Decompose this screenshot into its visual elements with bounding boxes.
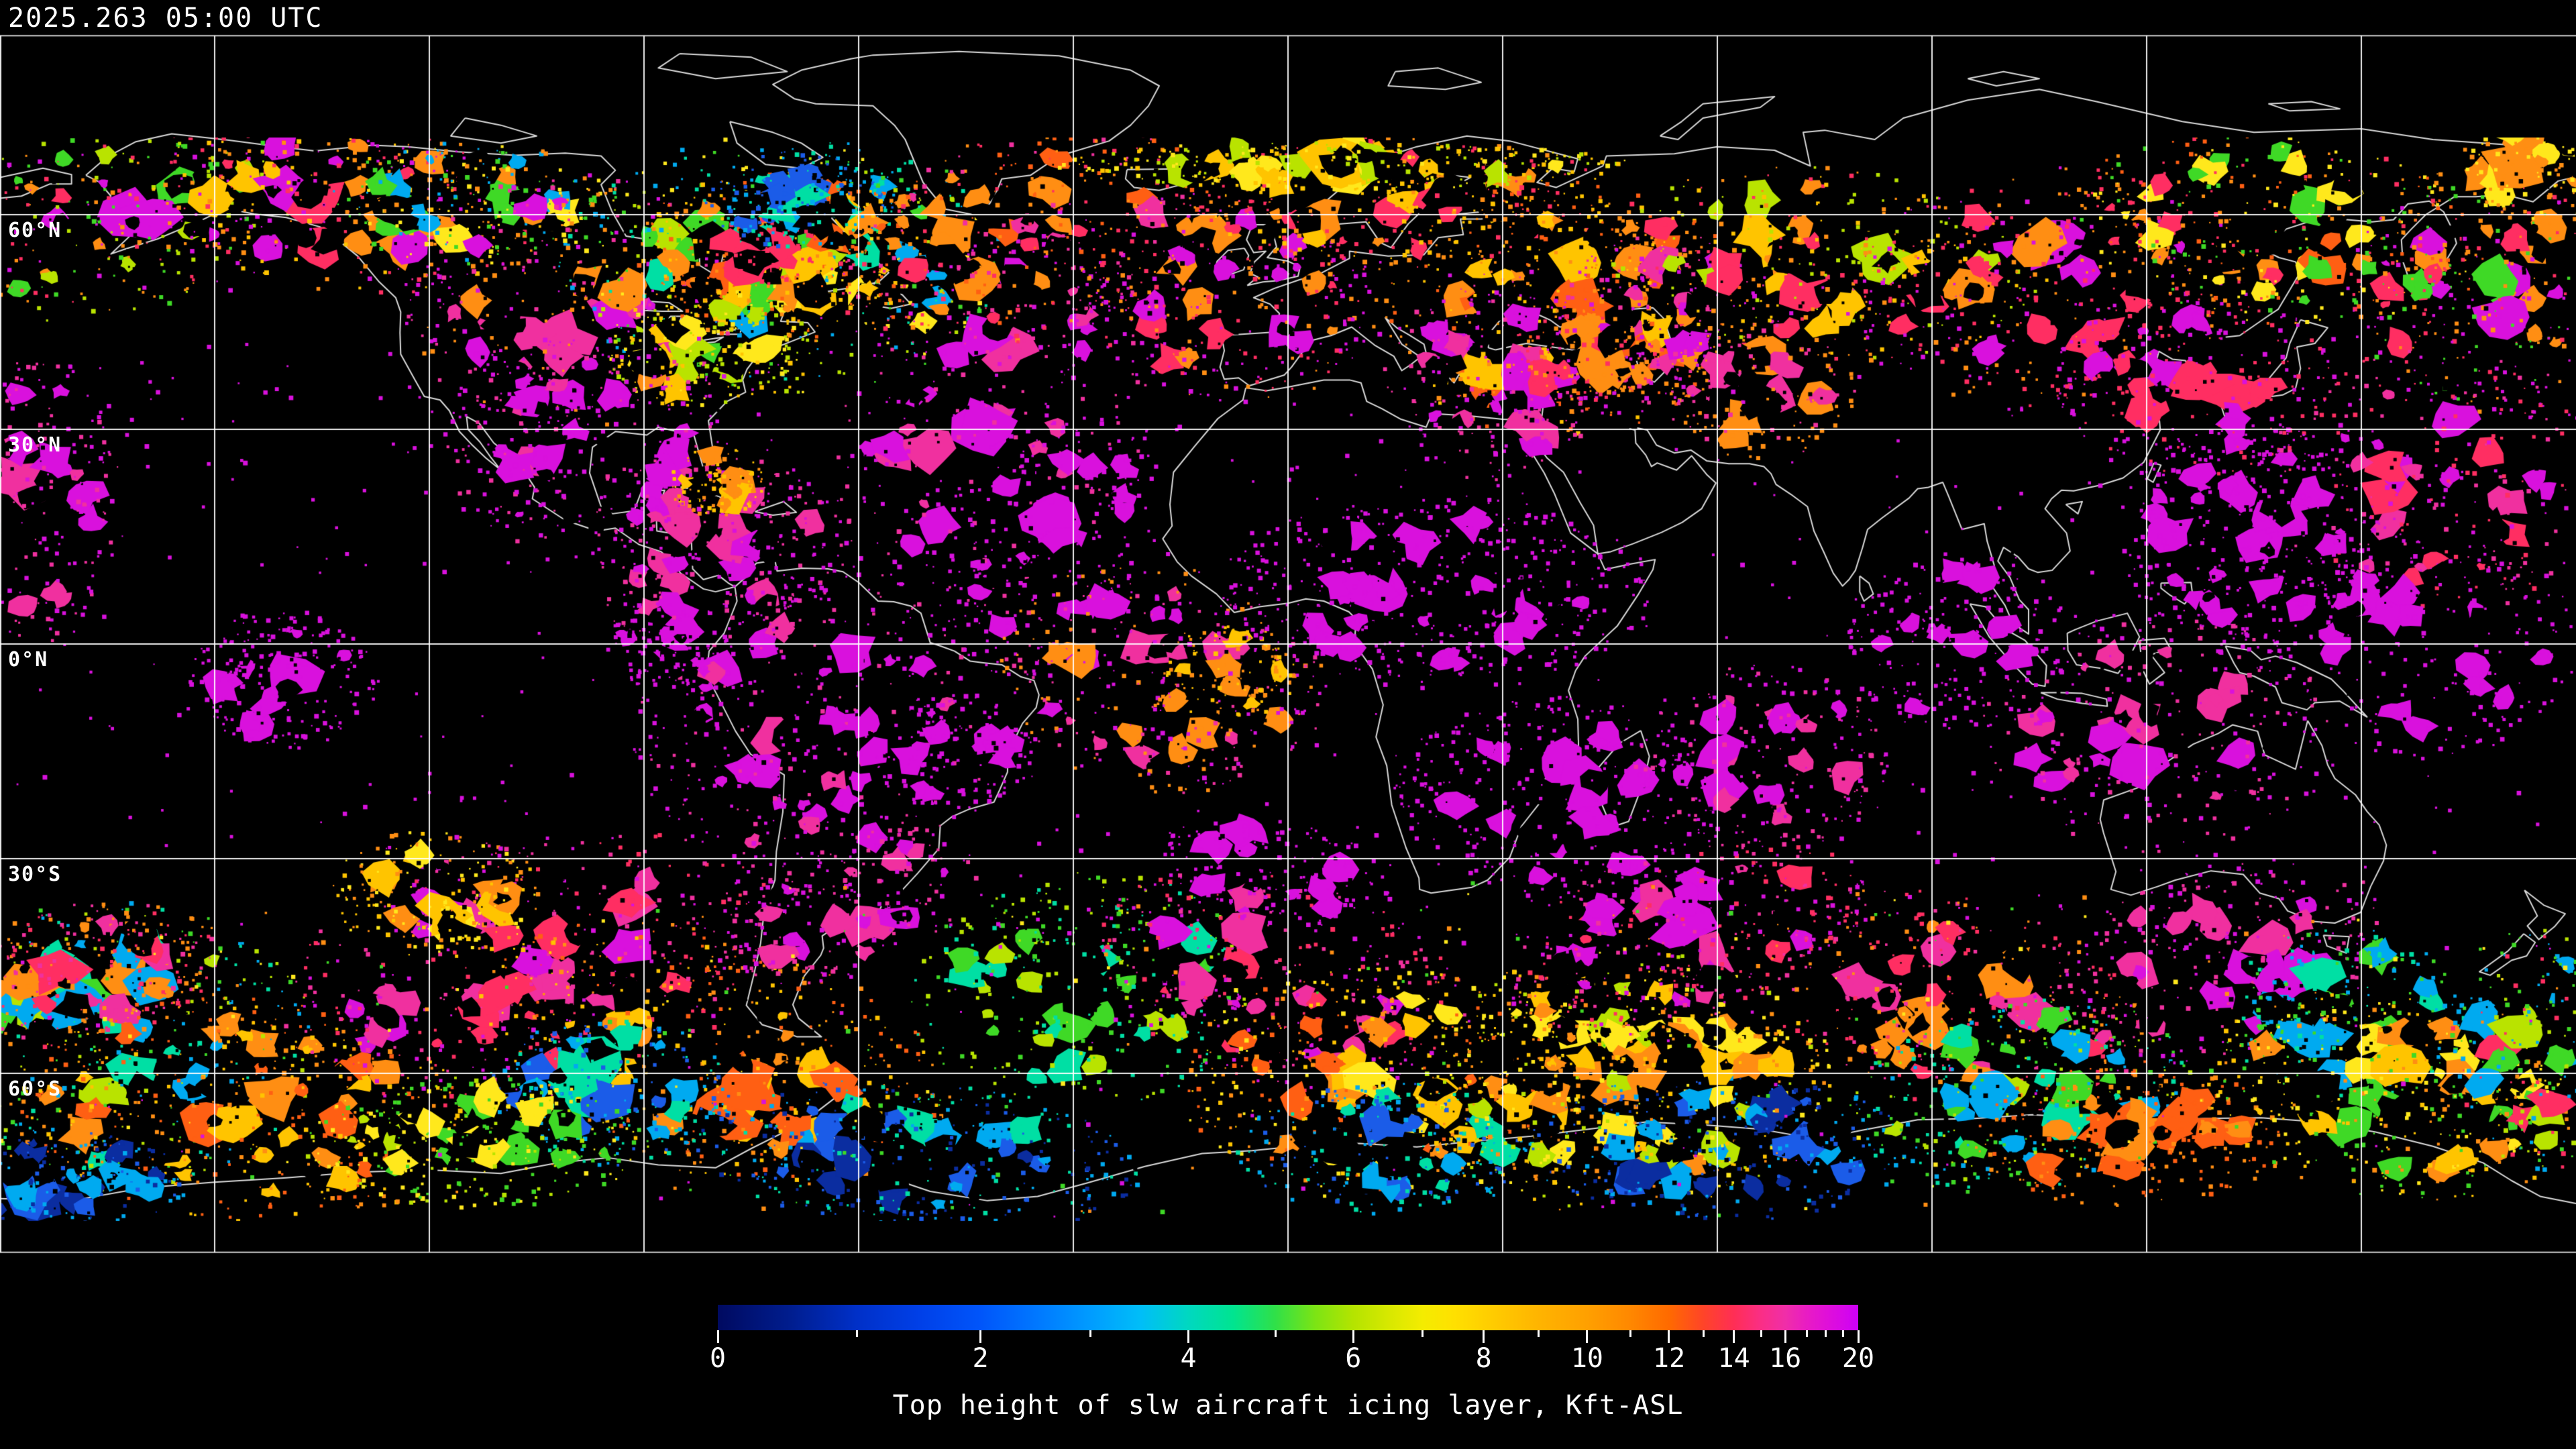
timestamp: 2025.263 05:00 UTC: [8, 3, 323, 34]
colorbar-tick: [1586, 1330, 1589, 1343]
colorbar-tick-label: 8: [1475, 1343, 1492, 1374]
colorbar-tick: [1352, 1330, 1354, 1343]
colorbar-caption: Top height of slw aircraft icing layer, …: [892, 1390, 1684, 1421]
colorbar-tick: [1089, 1330, 1092, 1337]
colorbar-tick: [1841, 1330, 1844, 1337]
colorbar-tick: [716, 1330, 719, 1343]
colorbar: 0 2 4 6 8 10 12 14 16 20: [710, 1305, 1874, 1374]
colorbar-tick-label: 6: [1345, 1343, 1362, 1374]
colorbar-tick: [1825, 1330, 1827, 1337]
latitude-label: 0°N: [8, 648, 49, 672]
latitude-label: 60°N: [8, 219, 62, 242]
colorbar-tick-label: 16: [1769, 1343, 1802, 1374]
colorbar-tick: [855, 1330, 858, 1337]
colorbar-tick: [979, 1330, 981, 1343]
latitude-label: 60°S: [8, 1077, 62, 1101]
colorbar-tick-label: 20: [1841, 1343, 1875, 1374]
colorbar-tick-label: 10: [1570, 1343, 1603, 1374]
latitude-label: 30°S: [8, 863, 62, 886]
colorbar-tick-label: 14: [1717, 1343, 1750, 1374]
latitude-label: 30°N: [8, 433, 62, 457]
colorbar-tick: [1702, 1330, 1705, 1337]
colorbar-tick: [1760, 1330, 1762, 1337]
colorbar-tick: [1629, 1330, 1631, 1337]
colorbar-tick: [1483, 1330, 1485, 1343]
colorbar-tick: [1421, 1330, 1424, 1337]
colorbar-tick: [1784, 1330, 1786, 1343]
colorbar-gradient: [718, 1305, 1858, 1330]
colorbar-tick-label: 0: [709, 1343, 727, 1374]
colorbar-tick: [1733, 1330, 1735, 1343]
colorbar-tick: [1275, 1330, 1277, 1337]
colorbar-tick: [1187, 1330, 1190, 1343]
colorbar-tick-label: 12: [1652, 1343, 1686, 1374]
colorbar-tick: [1668, 1330, 1670, 1343]
colorbar-tick: [1857, 1330, 1860, 1343]
colorbar-tick-label: 2: [972, 1343, 989, 1374]
colorbar-tick: [1805, 1330, 1808, 1337]
colorbar-tick-label: 4: [1180, 1343, 1197, 1374]
colorbar-tick: [1537, 1330, 1540, 1337]
